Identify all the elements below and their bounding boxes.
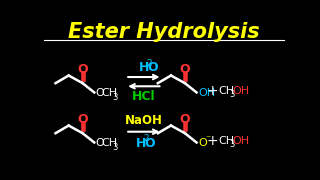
Text: O: O: [95, 138, 104, 148]
Text: HCl: HCl: [132, 90, 156, 103]
Text: CH: CH: [218, 136, 234, 146]
Text: OH: OH: [232, 136, 249, 146]
Text: 3: 3: [229, 140, 235, 149]
Text: +: +: [206, 84, 218, 98]
Text: O: O: [77, 63, 88, 76]
Text: 2: 2: [143, 134, 149, 143]
Text: OH: OH: [198, 88, 215, 98]
Text: +: +: [206, 134, 218, 148]
Text: O: O: [77, 113, 88, 126]
Text: O: O: [144, 137, 155, 150]
Text: ⁻: ⁻: [205, 134, 210, 144]
Text: Ester Hydrolysis: Ester Hydrolysis: [68, 22, 260, 42]
Text: O: O: [198, 138, 207, 148]
Text: O: O: [180, 113, 190, 126]
Text: 3: 3: [112, 143, 117, 152]
Text: CH: CH: [218, 86, 234, 96]
Text: 2: 2: [147, 59, 152, 68]
Text: NaOH: NaOH: [125, 114, 163, 127]
Text: CH: CH: [101, 88, 117, 98]
Text: 3: 3: [229, 90, 235, 99]
Text: O: O: [95, 88, 104, 98]
Text: OH: OH: [232, 86, 249, 96]
Text: CH: CH: [101, 138, 117, 148]
Text: H: H: [139, 61, 149, 74]
Text: 3: 3: [112, 93, 117, 102]
Text: O: O: [180, 63, 190, 76]
Text: H: H: [136, 137, 146, 150]
Text: O: O: [147, 61, 158, 74]
